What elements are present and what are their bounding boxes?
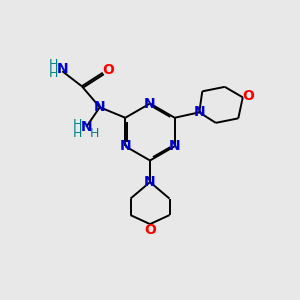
Text: N: N xyxy=(169,139,181,153)
Text: O: O xyxy=(102,63,114,77)
Text: O: O xyxy=(144,223,156,236)
Text: N: N xyxy=(80,120,92,134)
Text: N: N xyxy=(144,97,156,110)
Text: N: N xyxy=(144,175,156,189)
Text: H: H xyxy=(73,118,83,131)
Text: H: H xyxy=(73,127,83,140)
Text: H: H xyxy=(49,67,58,80)
Text: N: N xyxy=(119,139,131,153)
Text: N: N xyxy=(194,105,205,119)
Text: N: N xyxy=(57,62,69,76)
Text: O: O xyxy=(242,89,254,103)
Text: H: H xyxy=(49,58,58,71)
Text: N: N xyxy=(94,100,106,114)
Text: H: H xyxy=(90,127,99,140)
